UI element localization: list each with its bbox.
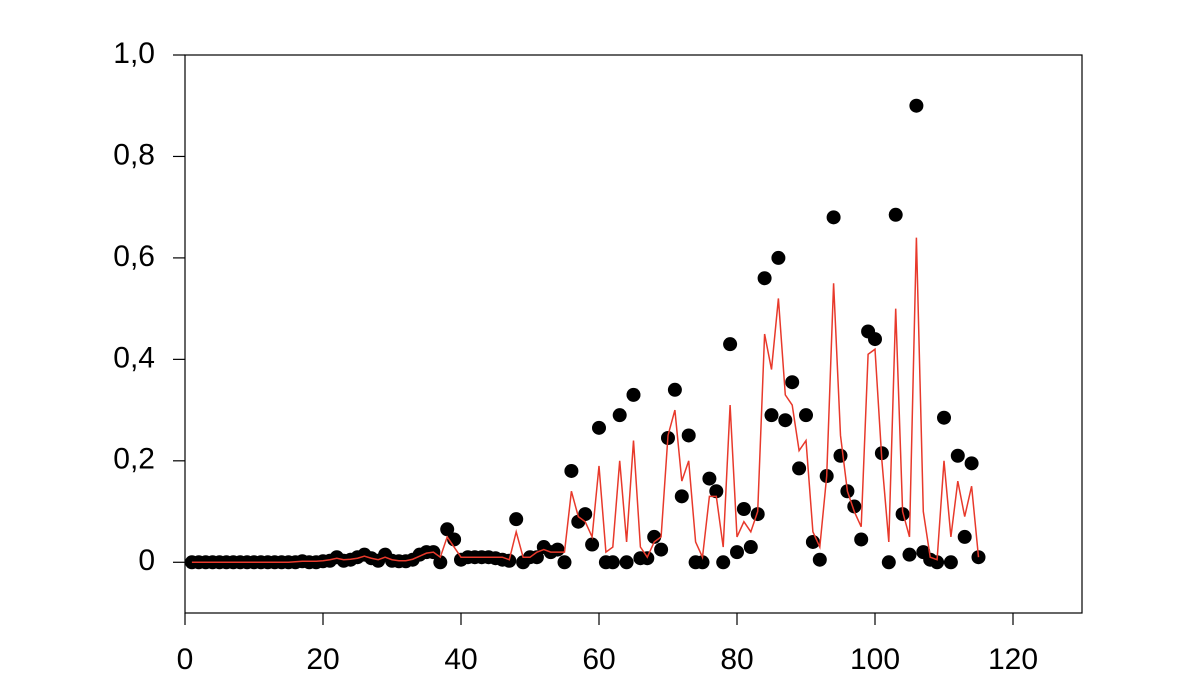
data-point	[909, 98, 924, 113]
data-point	[702, 471, 717, 486]
data-point	[509, 512, 524, 527]
data-point	[950, 448, 965, 463]
data-point	[557, 555, 572, 570]
x-tick-label: 20	[306, 643, 339, 676]
data-point	[578, 507, 593, 522]
data-point	[730, 545, 744, 560]
x-tick-label: 100	[850, 643, 900, 676]
data-point	[723, 337, 738, 352]
y-tick-label: 1,0	[113, 37, 155, 70]
data-point	[902, 547, 917, 562]
data-point	[716, 555, 731, 570]
data-point	[681, 428, 696, 443]
data-point	[564, 463, 579, 478]
data-point	[619, 555, 634, 570]
data-point	[743, 540, 758, 555]
data-point	[868, 332, 882, 347]
data-point	[943, 555, 958, 570]
data-point	[605, 555, 620, 570]
data-point	[826, 210, 841, 225]
x-tick-label: 60	[582, 643, 615, 676]
data-point	[888, 207, 903, 222]
data-point	[626, 387, 641, 402]
data-point	[695, 555, 710, 570]
data-point	[674, 489, 689, 504]
x-tick-label: 0	[177, 643, 194, 676]
data-point	[799, 408, 813, 423]
data-point	[778, 413, 793, 428]
data-point	[764, 408, 779, 423]
x-tick-label: 40	[444, 643, 477, 676]
data-point	[771, 250, 786, 265]
y-tick-label: 0,8	[113, 138, 155, 171]
data-point	[585, 537, 600, 552]
data-point	[736, 502, 751, 517]
y-tick-label: 0,4	[113, 341, 155, 374]
data-point	[550, 542, 565, 557]
y-tick-label: 0,6	[113, 240, 155, 273]
data-point	[654, 542, 669, 557]
data-point	[812, 552, 827, 567]
data-point	[785, 375, 800, 390]
data-point	[881, 555, 896, 570]
data-point	[792, 461, 807, 476]
data-point	[757, 271, 772, 286]
x-tick-label: 80	[720, 643, 753, 676]
data-point	[647, 529, 662, 544]
plot-frame	[184, 54, 1083, 614]
x-tick-label: 120	[988, 643, 1038, 676]
data-point	[833, 448, 848, 463]
data-point	[667, 382, 682, 397]
data-point	[433, 555, 448, 570]
data-point	[937, 410, 951, 425]
fit-line	[191, 237, 980, 564]
data-point	[502, 553, 517, 568]
data-point	[612, 408, 627, 423]
data-point	[440, 522, 455, 537]
data-point	[957, 529, 972, 544]
y-tick-label: 0,2	[113, 443, 155, 476]
data-point	[750, 507, 765, 522]
data-point	[529, 550, 544, 565]
data-point	[592, 420, 606, 435]
data-point	[709, 484, 724, 499]
data-point	[854, 532, 869, 547]
data-point	[964, 456, 979, 471]
y-tick-label: 0	[138, 544, 155, 577]
